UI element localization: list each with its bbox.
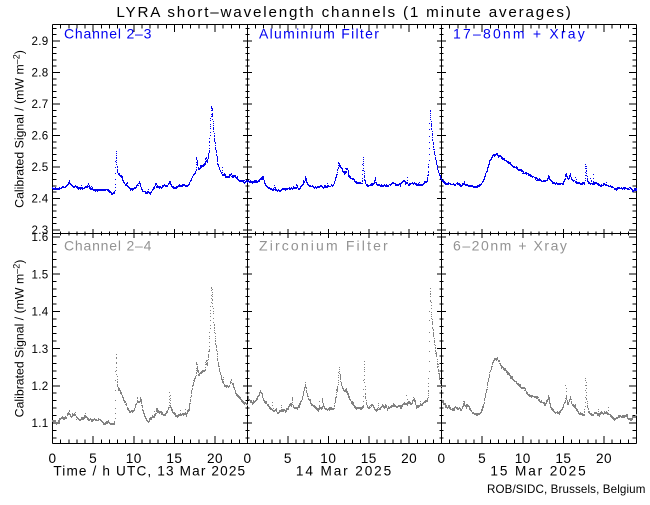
svg-text:Calibrated Signal / (mW m–2): Calibrated Signal / (mW m–2) [12, 50, 27, 208]
svg-text:2.9: 2.9 [31, 35, 48, 48]
svg-text:2.3: 2.3 [31, 224, 48, 237]
svg-text:0: 0 [437, 451, 445, 466]
svg-text:17–80nm + Xray: 17–80nm + Xray [453, 26, 587, 42]
svg-text:Channel 2–4: Channel 2–4 [64, 237, 152, 253]
svg-text:0: 0 [243, 451, 251, 466]
svg-text:5: 5 [284, 451, 292, 466]
svg-text:2.6: 2.6 [31, 130, 48, 143]
svg-text:1.6: 1.6 [31, 231, 48, 244]
svg-text:Calibrated Signal / (mW m–2): Calibrated Signal / (mW m–2) [12, 260, 27, 418]
svg-text:1.5: 1.5 [31, 268, 48, 281]
svg-text:15: 15 [166, 451, 182, 466]
svg-text:10: 10 [320, 451, 336, 466]
svg-text:1.2: 1.2 [31, 380, 48, 393]
svg-text:20: 20 [207, 451, 223, 466]
svg-text:10: 10 [126, 451, 142, 466]
svg-text:5: 5 [478, 451, 486, 466]
svg-text:15: 15 [555, 451, 571, 466]
svg-text:14 Mar 2025: 14 Mar 2025 [296, 464, 393, 479]
svg-text:10: 10 [515, 451, 531, 466]
svg-text:Zirconium Filter: Zirconium Filter [259, 237, 390, 253]
svg-text:15 Mar 2025: 15 Mar 2025 [490, 464, 587, 479]
svg-text:5: 5 [89, 451, 97, 466]
svg-text:1.3: 1.3 [31, 343, 48, 356]
svg-text:6–20nm + Xray: 6–20nm + Xray [453, 237, 568, 253]
svg-text:2.4: 2.4 [31, 193, 48, 206]
svg-text:Time / h UTC, 13 Mar 2025: Time / h UTC, 13 Mar 2025 [53, 464, 246, 479]
svg-text:Channel 2–3: Channel 2–3 [64, 26, 152, 42]
svg-text:1.1: 1.1 [31, 417, 48, 430]
svg-text:ROB/SIDC, Brussels, Belgium: ROB/SIDC, Brussels, Belgium [487, 483, 646, 496]
svg-text:20: 20 [596, 451, 612, 466]
svg-text:15: 15 [361, 451, 377, 466]
svg-text:Aluminium Filter: Aluminium Filter [259, 26, 380, 42]
svg-text:2.5: 2.5 [31, 161, 48, 174]
svg-text:1.4: 1.4 [31, 306, 48, 319]
svg-text:2.8: 2.8 [31, 67, 48, 80]
svg-text:LYRA short–wavelength channels: LYRA short–wavelength channels (1 minute… [116, 4, 572, 21]
svg-text:20: 20 [401, 451, 417, 466]
svg-text:0: 0 [48, 451, 56, 466]
svg-text:2.7: 2.7 [31, 98, 48, 111]
